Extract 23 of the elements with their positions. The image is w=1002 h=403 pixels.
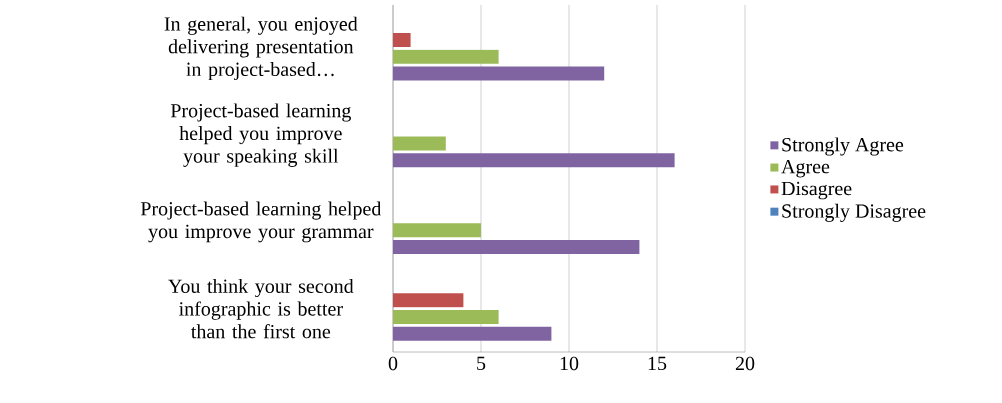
y-tick-label: Project-based learning helped you improve your speaking skill <box>170 103 351 167</box>
legend-label: Strongly Agree <box>782 137 904 156</box>
bar <box>393 309 499 324</box>
x-tick-label: 10 <box>560 356 579 371</box>
bar <box>393 239 640 254</box>
legend-label: Agree <box>781 159 830 178</box>
y-tick-label: In general, you enjoyed delivering presentation in project-based… <box>164 16 358 81</box>
legend-label: Disagree <box>781 181 852 200</box>
bar <box>393 136 446 151</box>
x-tick-label: 20 <box>735 356 755 371</box>
bar <box>393 293 464 308</box>
bar <box>393 223 481 238</box>
x-tick-label: 0 <box>388 356 398 371</box>
x-tick-label: 5 <box>477 356 486 370</box>
bar <box>393 66 605 81</box>
x-tick-label: 15 <box>648 356 667 371</box>
bar <box>393 326 552 341</box>
legend-label: Strongly Disagree <box>782 203 926 222</box>
bar <box>393 153 675 168</box>
y-tick-label: Project-based learning helped you improve your grammar <box>140 201 382 243</box>
bar <box>393 49 499 64</box>
bar <box>393 33 411 48</box>
y-tick-label: You think your second infographic is better than the first one <box>168 278 354 339</box>
